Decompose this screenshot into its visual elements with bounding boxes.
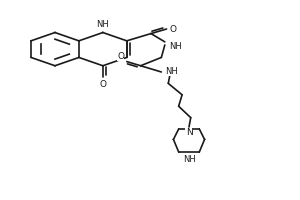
Text: O: O xyxy=(169,24,176,33)
Text: N: N xyxy=(186,128,192,137)
Text: NH: NH xyxy=(166,67,178,76)
Text: O: O xyxy=(117,52,124,61)
Text: NH: NH xyxy=(183,155,195,164)
Text: NH: NH xyxy=(97,20,109,29)
Text: O: O xyxy=(99,80,106,89)
Text: NH: NH xyxy=(169,42,182,51)
